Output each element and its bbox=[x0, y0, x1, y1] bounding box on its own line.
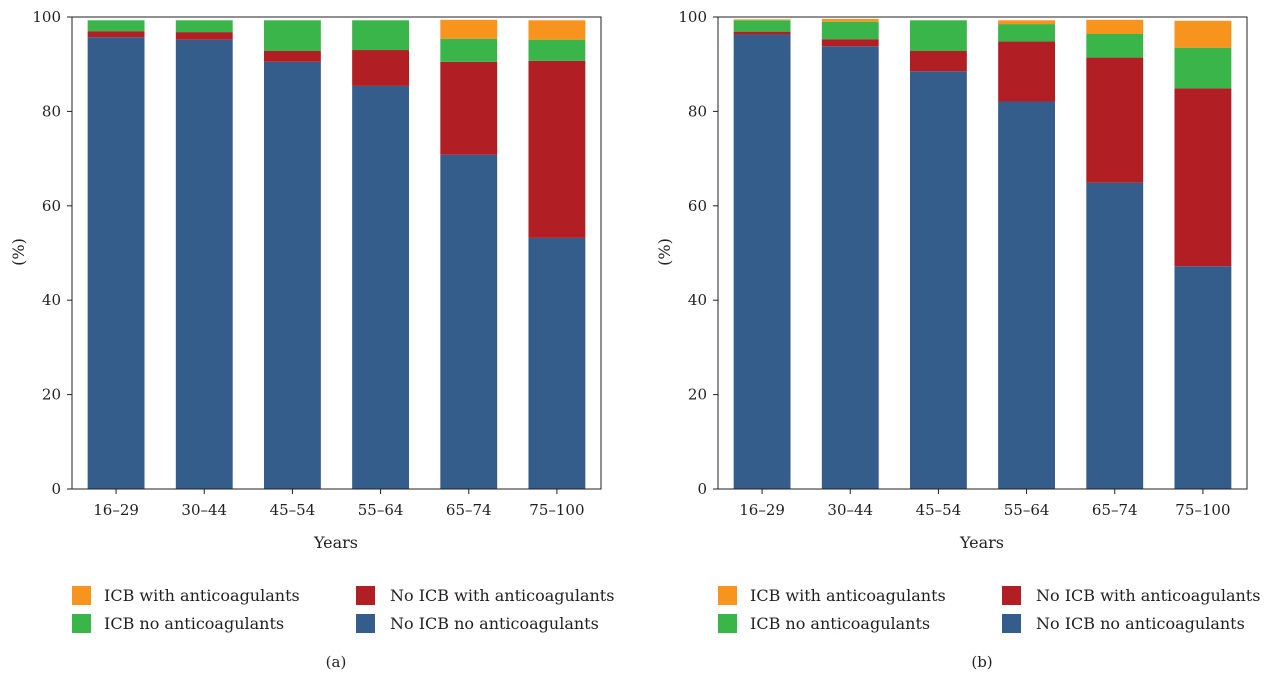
bar-no-icb-with-anticoagulants-75-100 bbox=[528, 60, 586, 238]
bar-no-icb-no-anticoagulants-65-74 bbox=[1086, 182, 1144, 490]
bar-no-icb-no-anticoagulants-55-64 bbox=[352, 85, 410, 489]
bar-no-icb-with-anticoagulants-16-29 bbox=[733, 31, 791, 35]
bar-icb-no-anticoagulants-30-44 bbox=[821, 21, 879, 40]
legend-swatch-icb-no-anticoagulants bbox=[72, 614, 91, 633]
legend-label-no-icb-with-anticoagulants: No ICB with anticoagulants bbox=[390, 586, 614, 605]
bar-no-icb-with-anticoagulants-65-74 bbox=[1086, 57, 1144, 183]
bar-icb-with-anticoagulants-65-74 bbox=[1086, 19, 1144, 34]
x-tick-label: 55–64 bbox=[1004, 501, 1050, 519]
bar-no-icb-no-anticoagulants-75-100 bbox=[1174, 266, 1232, 489]
y-tick-label: 0 bbox=[697, 480, 707, 498]
bar-no-icb-no-anticoagulants-45-54 bbox=[263, 61, 321, 490]
bar-no-icb-with-anticoagulants-30-44 bbox=[175, 32, 233, 40]
bar-no-icb-no-anticoagulants-65-74 bbox=[440, 154, 498, 489]
bar-icb-no-anticoagulants-75-100 bbox=[528, 39, 586, 61]
y-tick-label: 80 bbox=[42, 102, 61, 120]
x-tick-label: 16–29 bbox=[93, 501, 139, 519]
legend-swatch-no-icb-with-anticoagulants bbox=[356, 586, 375, 605]
bar-icb-no-anticoagulants-16-29 bbox=[87, 20, 145, 32]
y-tick-label: 20 bbox=[42, 386, 61, 404]
y-tick-label: 100 bbox=[32, 8, 61, 26]
bar-no-icb-with-anticoagulants-75-100 bbox=[1174, 88, 1232, 267]
legend-label-icb-no-anticoagulants: ICB no anticoagulants bbox=[104, 614, 284, 633]
bar-no-icb-no-anticoagulants-16-29 bbox=[733, 34, 791, 490]
legend-label-icb-with-anticoagulants: ICB with anticoagulants bbox=[104, 586, 300, 605]
legend-swatch-no-icb-no-anticoagulants bbox=[356, 614, 375, 633]
legend-swatch-icb-no-anticoagulants bbox=[718, 614, 737, 633]
panel-label: (a) bbox=[326, 653, 347, 671]
chart-panel-b: (%) Years (b) 16–29 30–44 45–54 55–64 65–74 7… bbox=[655, 8, 1260, 671]
x-tick-label: 30–44 bbox=[827, 501, 873, 519]
bar-no-icb-with-anticoagulants-45-54 bbox=[263, 50, 321, 62]
y-axis-title: (%) bbox=[9, 238, 28, 266]
panel-label: (b) bbox=[971, 653, 992, 671]
bar-no-icb-with-anticoagulants-55-64 bbox=[998, 41, 1056, 102]
legend-swatch-icb-with-anticoagulants bbox=[718, 586, 737, 605]
bar-icb-no-anticoagulants-16-29 bbox=[733, 20, 791, 32]
bar-no-icb-no-anticoagulants-45-54 bbox=[909, 71, 967, 489]
plot-area: 16–29 30–44 45–54 55–64 65–74 75–100 0 20 40 60 80… bbox=[678, 8, 1248, 519]
bar-icb-no-anticoagulants-55-64 bbox=[998, 24, 1056, 42]
x-tick-label: 45–54 bbox=[916, 501, 962, 519]
x-tick-label: 65–74 bbox=[1092, 501, 1138, 519]
bar-icb-no-anticoagulants-45-54 bbox=[909, 20, 967, 51]
legend-label-icb-no-anticoagulants: ICB no anticoagulants bbox=[750, 614, 930, 633]
legend-label-no-icb-no-anticoagulants: No ICB no anticoagulants bbox=[390, 614, 599, 633]
x-axis-title: Years bbox=[959, 533, 1004, 552]
x-tick-label: 45–54 bbox=[270, 501, 316, 519]
legend-swatch-no-icb-with-anticoagulants bbox=[1002, 586, 1021, 605]
bar-icb-with-anticoagulants-55-64 bbox=[998, 20, 1056, 25]
plot-area: 16–29 30–44 45–54 55–64 65–74 75–100 0 20 40 60 80… bbox=[32, 8, 602, 519]
y-tick-label: 0 bbox=[51, 480, 61, 498]
bar-icb-with-anticoagulants-75-100 bbox=[528, 20, 586, 40]
bar-icb-no-anticoagulants-45-54 bbox=[263, 20, 321, 51]
y-tick-label: 40 bbox=[42, 291, 61, 309]
bar-no-icb-with-anticoagulants-16-29 bbox=[87, 31, 145, 38]
y-tick-label: 100 bbox=[678, 8, 707, 26]
y-tick-label: 40 bbox=[688, 291, 707, 309]
bar-icb-with-anticoagulants-65-74 bbox=[440, 19, 498, 39]
y-tick-label: 80 bbox=[688, 102, 707, 120]
bar-icb-with-anticoagulants-16-29 bbox=[733, 19, 791, 21]
y-axis-title: (%) bbox=[655, 238, 674, 266]
bar-no-icb-with-anticoagulants-30-44 bbox=[821, 39, 879, 47]
plot-frame bbox=[717, 16, 1248, 490]
legend-swatch-no-icb-no-anticoagulants bbox=[1002, 614, 1021, 633]
bar-icb-no-anticoagulants-30-44 bbox=[175, 20, 233, 33]
bar-no-icb-with-anticoagulants-65-74 bbox=[440, 61, 498, 155]
x-tick-label: 30–44 bbox=[181, 501, 227, 519]
bar-icb-no-anticoagulants-65-74 bbox=[440, 38, 498, 62]
legend-label-icb-with-anticoagulants: ICB with anticoagulants bbox=[750, 586, 946, 605]
legend-label-no-icb-with-anticoagulants: No ICB with anticoagulants bbox=[1036, 586, 1260, 605]
x-tick-label: 55–64 bbox=[358, 501, 404, 519]
bar-icb-no-anticoagulants-75-100 bbox=[1174, 47, 1232, 89]
bar-no-icb-no-anticoagulants-30-44 bbox=[821, 46, 879, 489]
y-tick-label: 20 bbox=[688, 386, 707, 404]
bar-icb-with-anticoagulants-75-100 bbox=[1174, 20, 1232, 48]
legend: ICB with anticoagulants No ICB with anti… bbox=[72, 586, 614, 633]
plot-frame bbox=[71, 16, 602, 490]
x-axis-title: Years bbox=[313, 533, 358, 552]
bar-no-icb-no-anticoagulants-30-44 bbox=[175, 39, 233, 489]
bar-no-icb-with-anticoagulants-55-64 bbox=[352, 50, 410, 86]
bar-icb-with-anticoagulants-30-44 bbox=[821, 18, 879, 22]
legend-swatch-icb-with-anticoagulants bbox=[72, 586, 91, 605]
bar-no-icb-no-anticoagulants-16-29 bbox=[87, 37, 145, 490]
legend: ICB with anticoagulants No ICB with anti… bbox=[718, 586, 1260, 633]
x-tick-label: 65–74 bbox=[446, 501, 492, 519]
chart-panel-a: (%) Years (a) 16–29 30–44 45–54 55–64 65–74 7… bbox=[9, 8, 614, 671]
bar-icb-no-anticoagulants-65-74 bbox=[1086, 33, 1144, 58]
bar-icb-no-anticoagulants-55-64 bbox=[352, 20, 410, 51]
legend-label-no-icb-no-anticoagulants: No ICB no anticoagulants bbox=[1036, 614, 1245, 633]
x-tick-label: 75–100 bbox=[1175, 501, 1230, 519]
bar-no-icb-no-anticoagulants-55-64 bbox=[998, 101, 1056, 490]
bar-no-icb-no-anticoagulants-75-100 bbox=[528, 237, 586, 489]
y-tick-label: 60 bbox=[42, 197, 61, 215]
x-tick-label: 75–100 bbox=[529, 501, 584, 519]
x-tick-label: 16–29 bbox=[739, 501, 785, 519]
y-tick-label: 60 bbox=[688, 197, 707, 215]
bar-no-icb-with-anticoagulants-45-54 bbox=[909, 50, 967, 72]
